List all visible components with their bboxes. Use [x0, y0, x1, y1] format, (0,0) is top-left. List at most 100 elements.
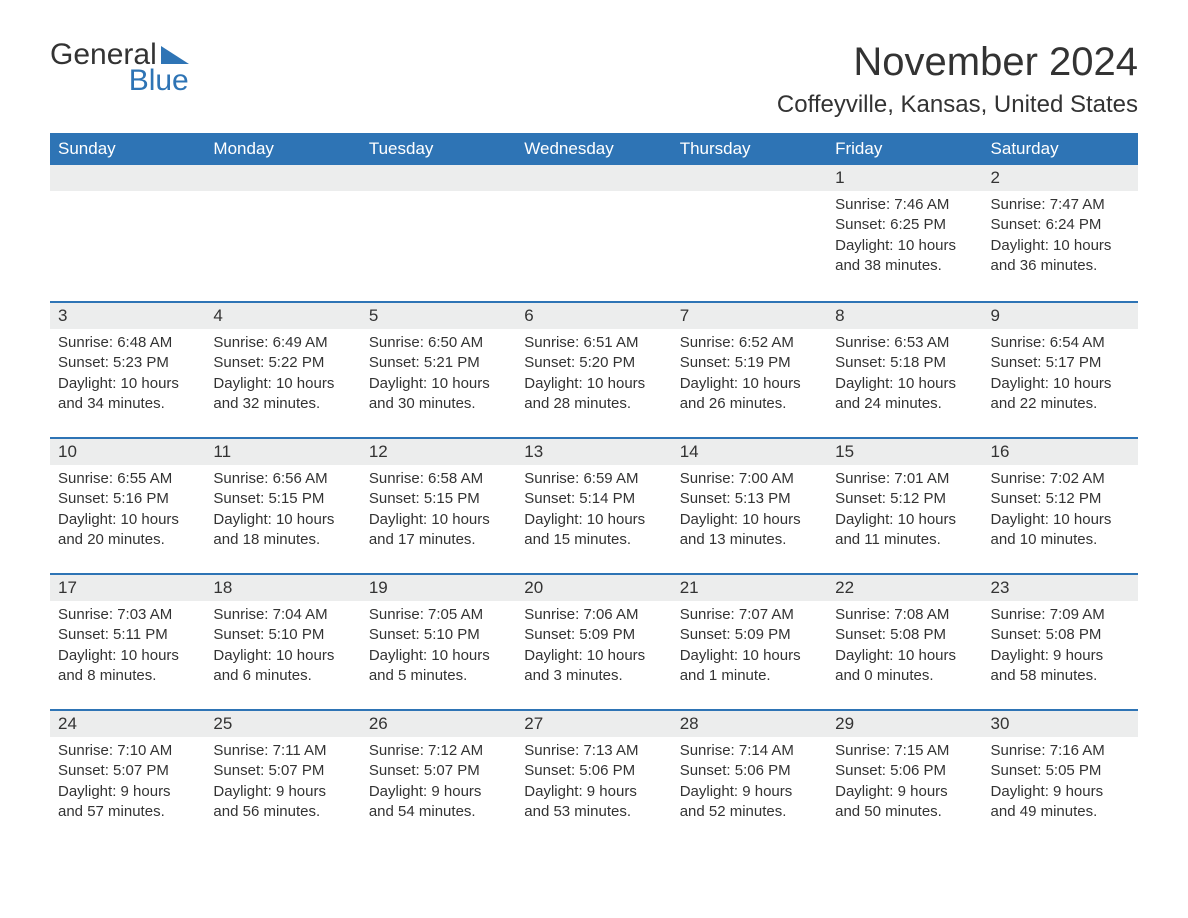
- day-body: Sunrise: 6:59 AMSunset: 5:14 PMDaylight:…: [516, 465, 671, 558]
- sunset-text: Sunset: 5:13 PM: [680, 489, 819, 509]
- daylight-text: Daylight: 10 hours and 8 minutes.: [58, 646, 197, 687]
- day-body: Sunrise: 6:49 AMSunset: 5:22 PMDaylight:…: [205, 329, 360, 422]
- daylight-text: Daylight: 10 hours and 38 minutes.: [835, 236, 974, 277]
- day-cell: 16Sunrise: 7:02 AMSunset: 5:12 PMDayligh…: [983, 439, 1138, 565]
- sunset-text: Sunset: 5:06 PM: [835, 761, 974, 781]
- sunset-text: Sunset: 6:24 PM: [991, 215, 1130, 235]
- day-body: Sunrise: 6:58 AMSunset: 5:15 PMDaylight:…: [361, 465, 516, 558]
- sunrise-text: Sunrise: 7:14 AM: [680, 741, 819, 761]
- daylight-text: Daylight: 9 hours and 52 minutes.: [680, 782, 819, 823]
- day-body: Sunrise: 7:46 AMSunset: 6:25 PMDaylight:…: [827, 191, 982, 284]
- sunrise-text: Sunrise: 7:46 AM: [835, 195, 974, 215]
- weekday-header: Thursday: [672, 133, 827, 165]
- day-number: 19: [361, 575, 516, 601]
- day-number: 28: [672, 711, 827, 737]
- sunrise-text: Sunrise: 7:09 AM: [991, 605, 1130, 625]
- day-number: 12: [361, 439, 516, 465]
- sunset-text: Sunset: 5:08 PM: [835, 625, 974, 645]
- day-body: Sunrise: 7:02 AMSunset: 5:12 PMDaylight:…: [983, 465, 1138, 558]
- sunrise-text: Sunrise: 7:12 AM: [369, 741, 508, 761]
- day-cell: 23Sunrise: 7:09 AMSunset: 5:08 PMDayligh…: [983, 575, 1138, 701]
- day-cell: [672, 165, 827, 293]
- sunset-text: Sunset: 5:15 PM: [369, 489, 508, 509]
- daylight-text: Daylight: 10 hours and 36 minutes.: [991, 236, 1130, 277]
- calendar: SundayMondayTuesdayWednesdayThursdayFrid…: [50, 133, 1138, 837]
- day-body: Sunrise: 7:03 AMSunset: 5:11 PMDaylight:…: [50, 601, 205, 694]
- sunrise-text: Sunrise: 7:13 AM: [524, 741, 663, 761]
- sunset-text: Sunset: 5:11 PM: [58, 625, 197, 645]
- sunset-text: Sunset: 5:21 PM: [369, 353, 508, 373]
- daylight-text: Daylight: 10 hours and 1 minute.: [680, 646, 819, 687]
- sunset-text: Sunset: 5:17 PM: [991, 353, 1130, 373]
- day-number: 3: [50, 303, 205, 329]
- day-cell: 17Sunrise: 7:03 AMSunset: 5:11 PMDayligh…: [50, 575, 205, 701]
- location: Coffeyville, Kansas, United States: [777, 91, 1138, 119]
- day-number: 29: [827, 711, 982, 737]
- sunrise-text: Sunrise: 7:01 AM: [835, 469, 974, 489]
- sunset-text: Sunset: 5:07 PM: [369, 761, 508, 781]
- daylight-text: Daylight: 9 hours and 50 minutes.: [835, 782, 974, 823]
- sunset-text: Sunset: 5:09 PM: [680, 625, 819, 645]
- daylight-text: Daylight: 10 hours and 13 minutes.: [680, 510, 819, 551]
- day-body: Sunrise: 7:01 AMSunset: 5:12 PMDaylight:…: [827, 465, 982, 558]
- sunset-text: Sunset: 5:07 PM: [213, 761, 352, 781]
- day-body: Sunrise: 6:51 AMSunset: 5:20 PMDaylight:…: [516, 329, 671, 422]
- sunset-text: Sunset: 5:18 PM: [835, 353, 974, 373]
- week-row: 3Sunrise: 6:48 AMSunset: 5:23 PMDaylight…: [50, 301, 1138, 429]
- sunrise-text: Sunrise: 6:48 AM: [58, 333, 197, 353]
- day-number: 27: [516, 711, 671, 737]
- day-body: Sunrise: 6:54 AMSunset: 5:17 PMDaylight:…: [983, 329, 1138, 422]
- sunset-text: Sunset: 5:20 PM: [524, 353, 663, 373]
- day-number: [672, 165, 827, 191]
- sunrise-text: Sunrise: 6:55 AM: [58, 469, 197, 489]
- day-number: [50, 165, 205, 191]
- week-row: 10Sunrise: 6:55 AMSunset: 5:16 PMDayligh…: [50, 437, 1138, 565]
- day-cell: 1Sunrise: 7:46 AMSunset: 6:25 PMDaylight…: [827, 165, 982, 293]
- sunrise-text: Sunrise: 7:11 AM: [213, 741, 352, 761]
- day-body: Sunrise: 7:09 AMSunset: 5:08 PMDaylight:…: [983, 601, 1138, 694]
- day-cell: 8Sunrise: 6:53 AMSunset: 5:18 PMDaylight…: [827, 303, 982, 429]
- day-number: 11: [205, 439, 360, 465]
- sunrise-text: Sunrise: 7:05 AM: [369, 605, 508, 625]
- daylight-text: Daylight: 10 hours and 28 minutes.: [524, 374, 663, 415]
- day-body: Sunrise: 7:14 AMSunset: 5:06 PMDaylight:…: [672, 737, 827, 830]
- daylight-text: Daylight: 10 hours and 34 minutes.: [58, 374, 197, 415]
- weekday-header: Wednesday: [516, 133, 671, 165]
- day-number: 20: [516, 575, 671, 601]
- sunrise-text: Sunrise: 7:02 AM: [991, 469, 1130, 489]
- day-cell: 2Sunrise: 7:47 AMSunset: 6:24 PMDaylight…: [983, 165, 1138, 293]
- day-number: 5: [361, 303, 516, 329]
- day-number: 10: [50, 439, 205, 465]
- day-cell: 3Sunrise: 6:48 AMSunset: 5:23 PMDaylight…: [50, 303, 205, 429]
- daylight-text: Daylight: 10 hours and 22 minutes.: [991, 374, 1130, 415]
- sunset-text: Sunset: 5:06 PM: [524, 761, 663, 781]
- day-cell: 24Sunrise: 7:10 AMSunset: 5:07 PMDayligh…: [50, 711, 205, 837]
- weekday-header: Sunday: [50, 133, 205, 165]
- daylight-text: Daylight: 10 hours and 24 minutes.: [835, 374, 974, 415]
- daylight-text: Daylight: 10 hours and 30 minutes.: [369, 374, 508, 415]
- day-number: 1: [827, 165, 982, 191]
- title-block: November 2024 Coffeyville, Kansas, Unite…: [777, 40, 1138, 119]
- weekday-header: Tuesday: [361, 133, 516, 165]
- sunset-text: Sunset: 5:09 PM: [524, 625, 663, 645]
- sunset-text: Sunset: 5:10 PM: [213, 625, 352, 645]
- day-body: Sunrise: 7:04 AMSunset: 5:10 PMDaylight:…: [205, 601, 360, 694]
- sunset-text: Sunset: 5:08 PM: [991, 625, 1130, 645]
- sunset-text: Sunset: 6:25 PM: [835, 215, 974, 235]
- header: General Blue November 2024 Coffeyville, …: [50, 40, 1138, 119]
- day-cell: [516, 165, 671, 293]
- sunrise-text: Sunrise: 7:03 AM: [58, 605, 197, 625]
- day-cell: 20Sunrise: 7:06 AMSunset: 5:09 PMDayligh…: [516, 575, 671, 701]
- day-body: Sunrise: 6:52 AMSunset: 5:19 PMDaylight:…: [672, 329, 827, 422]
- day-cell: 12Sunrise: 6:58 AMSunset: 5:15 PMDayligh…: [361, 439, 516, 565]
- daylight-text: Daylight: 10 hours and 3 minutes.: [524, 646, 663, 687]
- daylight-text: Daylight: 10 hours and 26 minutes.: [680, 374, 819, 415]
- daylight-text: Daylight: 10 hours and 11 minutes.: [835, 510, 974, 551]
- day-cell: 18Sunrise: 7:04 AMSunset: 5:10 PMDayligh…: [205, 575, 360, 701]
- day-cell: 28Sunrise: 7:14 AMSunset: 5:06 PMDayligh…: [672, 711, 827, 837]
- weeks-container: 1Sunrise: 7:46 AMSunset: 6:25 PMDaylight…: [50, 165, 1138, 837]
- day-number: 21: [672, 575, 827, 601]
- day-cell: 10Sunrise: 6:55 AMSunset: 5:16 PMDayligh…: [50, 439, 205, 565]
- daylight-text: Daylight: 10 hours and 20 minutes.: [58, 510, 197, 551]
- day-body: Sunrise: 7:11 AMSunset: 5:07 PMDaylight:…: [205, 737, 360, 830]
